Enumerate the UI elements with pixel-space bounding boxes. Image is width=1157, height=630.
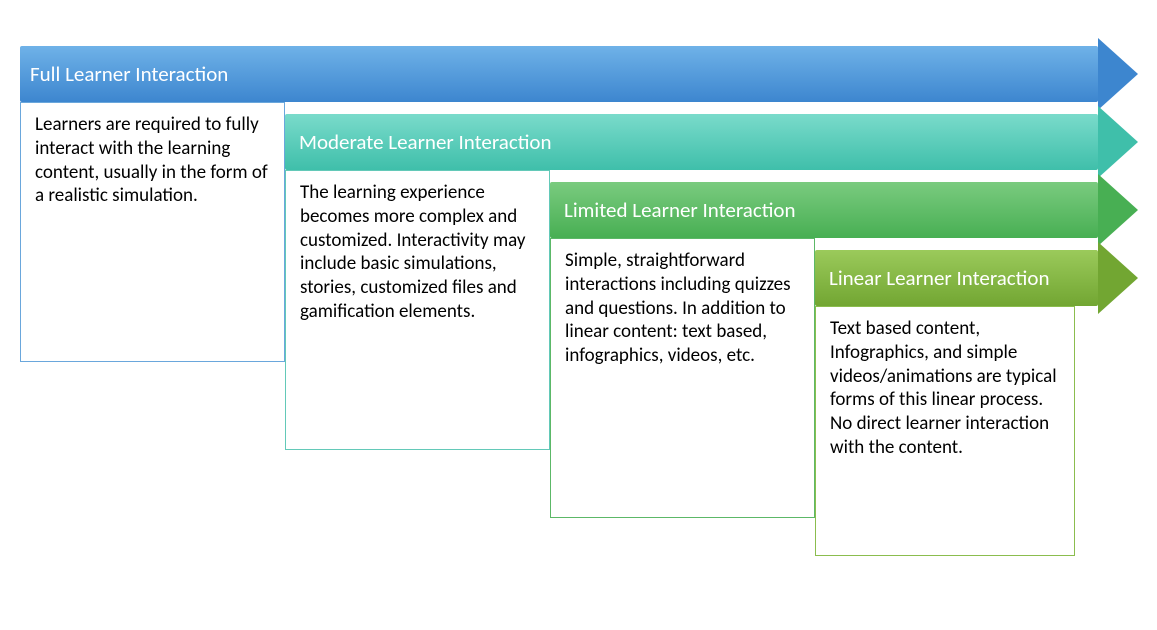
- level-full-arrow-head: [1098, 38, 1138, 110]
- level-linear-description-box: Text based content, Infographics, and si…: [815, 306, 1075, 556]
- level-full-arrow-shaft: Full Learner Interaction: [20, 46, 1098, 102]
- level-limited-arrow: Limited Learner Interaction: [550, 182, 1138, 238]
- level-moderate-description: The learning experience becomes more com…: [300, 181, 525, 323]
- level-limited-description-box: Simple, straightforward interactions inc…: [550, 238, 815, 518]
- level-full-arrow: Full Learner Interaction: [20, 46, 1138, 102]
- level-moderate-arrow-head: [1098, 106, 1138, 178]
- level-moderate-description-box: The learning experience becomes more com…: [285, 170, 550, 450]
- level-full-title: Full Learner Interaction: [30, 61, 228, 87]
- level-full-description: Learners are required to fully interact …: [35, 113, 268, 207]
- level-linear-arrow-shaft: Linear Learner Interaction: [815, 250, 1098, 306]
- interaction-levels-diagram: Full Learner Interaction Learners are re…: [0, 0, 1157, 630]
- level-moderate-arrow-shaft: Moderate Learner Interaction: [285, 114, 1098, 170]
- level-moderate-arrow: Moderate Learner Interaction: [285, 114, 1138, 170]
- level-linear-arrow: Linear Learner Interaction: [815, 250, 1138, 306]
- level-linear-title: Linear Learner Interaction: [829, 265, 1050, 291]
- level-limited-description: Simple, straightforward interactions inc…: [565, 249, 791, 367]
- level-limited-title: Limited Learner Interaction: [564, 197, 796, 223]
- level-limited-arrow-shaft: Limited Learner Interaction: [550, 182, 1098, 238]
- level-limited-arrow-head: [1098, 174, 1138, 246]
- level-full-description-box: Learners are required to fully interact …: [20, 102, 285, 362]
- level-moderate-title: Moderate Learner Interaction: [299, 129, 552, 155]
- level-linear-arrow-head: [1098, 242, 1138, 314]
- level-linear-description: Text based content, Infographics, and si…: [830, 317, 1057, 459]
